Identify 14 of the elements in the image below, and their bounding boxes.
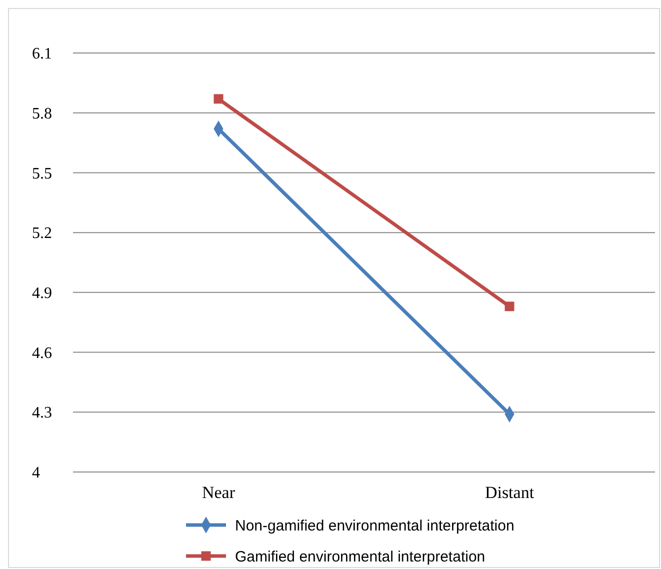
y-tick-label: 5.2 (32, 225, 52, 242)
x-tick-label: Near (202, 483, 236, 502)
point (504, 302, 514, 312)
y-tick-label: 4.9 (32, 285, 52, 302)
legend-label: Non-gamified environmental interpretation (235, 517, 514, 534)
point (214, 94, 224, 104)
y-tick-label: 4.6 (32, 344, 52, 362)
y-tick-label: 6.1 (32, 46, 52, 63)
y-tick-label: 4 (32, 464, 40, 482)
x-tick-label: Distant (484, 483, 534, 502)
y-tick-label: 4.3 (32, 404, 52, 422)
y-tick-label: 5.5 (32, 165, 52, 182)
legend-label: Gamified environmental interpretation (235, 548, 486, 566)
y-tick-label: 5.8 (32, 105, 52, 122)
